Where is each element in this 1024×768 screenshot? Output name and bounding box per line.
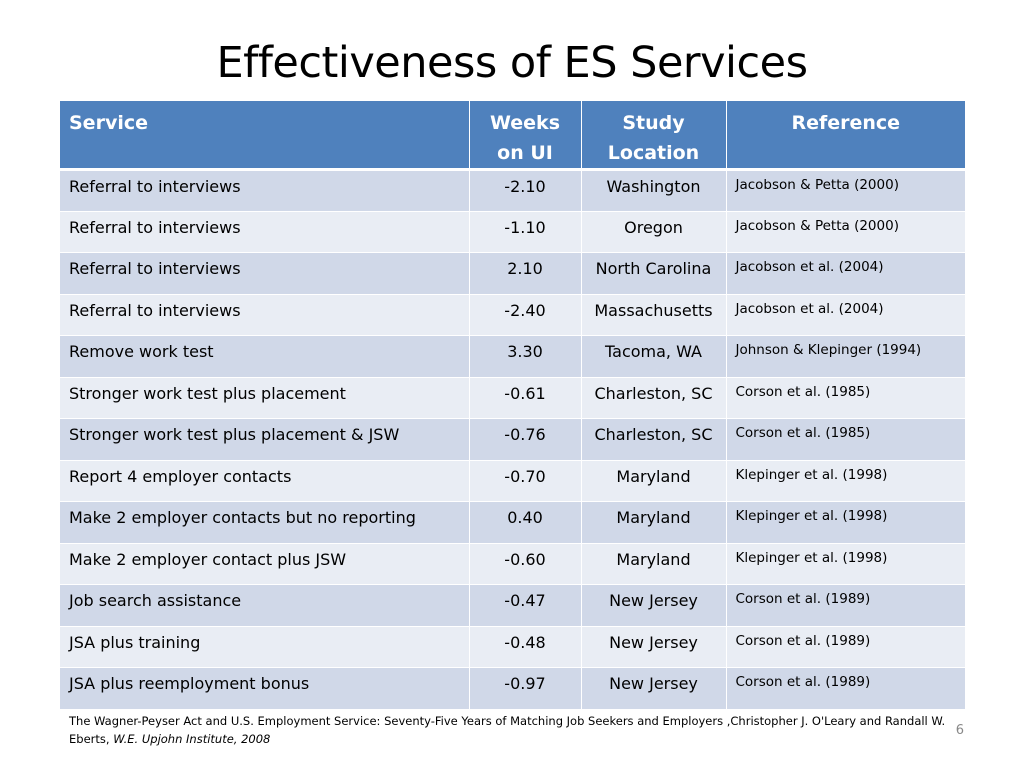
- cell-reference: Corson et al. (1989): [725, 667, 965, 709]
- table-row: Stronger work test plus placement -0.61 Ch…: [60, 376, 965, 419]
- cell-weeks-on-ui: -0.48: [468, 625, 581, 668]
- page-number: 6: [955, 723, 964, 738]
- cell-study-location: New Jersey: [580, 584, 726, 626]
- cell-reference: Corson et al. (1985): [725, 376, 965, 419]
- cell-weeks-on-ui: -1.10: [468, 210, 581, 253]
- table-row: Referral to interviews 2.10 North Carolina…: [60, 252, 965, 294]
- table-row: Referral to interviews -2.40 Massachusetts…: [60, 293, 965, 336]
- cell-service: Stronger work test plus placement & JSW: [60, 418, 469, 460]
- header-location-line2: Location: [607, 142, 700, 164]
- footnote: The Wagner-Peyser Act and U.S. Employmen…: [69, 712, 969, 748]
- cell-service: Job search assistance: [60, 584, 469, 626]
- cell-service: JSA plus training: [60, 625, 469, 668]
- table-row: JSA plus training -0.48 New Jersey Corson e…: [60, 625, 965, 668]
- cell-reference: Klepinger et al. (1998): [725, 542, 965, 585]
- table-row: Referral to interviews -1.10 Oregon Jacobso…: [60, 210, 965, 253]
- cell-service: Referral to interviews: [60, 169, 469, 211]
- cell-study-location: Tacoma, WA: [580, 335, 726, 377]
- cell-service: Stronger work test plus placement: [60, 376, 469, 419]
- table-row: Referral to interviews -2.10 Washington Jac…: [60, 169, 965, 211]
- cell-study-location: Maryland: [580, 501, 726, 543]
- cell-study-location: Oregon: [580, 210, 726, 253]
- cell-study-location: North Carolina: [580, 252, 726, 294]
- table-row: Job search assistance -0.47 New Jersey Cors…: [60, 584, 965, 626]
- footnote-text: The Wagner-Peyser Act and U.S. Employmen…: [69, 714, 946, 746]
- cell-weeks-on-ui: 0.40: [468, 501, 581, 543]
- cell-reference: Jacobson & Petta (2000): [725, 169, 965, 211]
- cell-service: Make 2 employer contacts but no reportin…: [60, 501, 469, 543]
- header-study-location: Study Location: [580, 101, 726, 171]
- cell-service: JSA plus reemployment bonus: [60, 667, 469, 709]
- table-row: Make 2 employer contact plus JSW -0.60 Mar…: [60, 542, 965, 585]
- cell-service: Remove work test: [60, 335, 469, 377]
- table-header-row: Service Weeks on UI Study Location Refer…: [60, 101, 965, 171]
- header-reference: Reference: [725, 101, 965, 171]
- cell-weeks-on-ui: -0.60: [468, 542, 581, 585]
- cell-reference: Corson et al. (1989): [725, 584, 965, 626]
- cell-weeks-on-ui: 2.10: [468, 252, 581, 294]
- cell-reference: Klepinger et al. (1998): [725, 459, 965, 502]
- cell-weeks-on-ui: -0.61: [468, 376, 581, 419]
- table-row: Stronger work test plus placement & JSW -…: [60, 418, 965, 460]
- header-weeks-line1: Weeks: [490, 112, 560, 134]
- cell-study-location: New Jersey: [580, 667, 726, 709]
- cell-weeks-on-ui: -0.97: [468, 667, 581, 709]
- cell-reference: Johnson & Klepinger (1994): [725, 335, 965, 377]
- cell-weeks-on-ui: 3.30: [468, 335, 581, 377]
- cell-reference: Jacobson et al. (2004): [725, 293, 965, 336]
- cell-study-location: Charleston, SC: [580, 376, 726, 419]
- services-table: Service Weeks on UI Study Location Refer…: [60, 101, 965, 709]
- cell-study-location: Charleston, SC: [580, 418, 726, 460]
- cell-study-location: New Jersey: [580, 625, 726, 668]
- cell-weeks-on-ui: -2.10: [468, 169, 581, 211]
- cell-reference: Corson et al. (1989): [725, 625, 965, 668]
- footnote-source: W.E. Upjohn Institute, 2008: [113, 732, 271, 746]
- table-row: Remove work test 3.30 Tacoma, WA Johnson & …: [60, 335, 965, 377]
- slide-title: Effectiveness of ES Services: [216, 38, 808, 88]
- cell-weeks-on-ui: -2.40: [468, 293, 581, 336]
- header-weeks-line2: on UI: [497, 142, 553, 164]
- table-row: Report 4 employer contacts -0.70 Maryland K…: [60, 459, 965, 502]
- cell-reference: Jacobson et al. (2004): [725, 252, 965, 294]
- cell-service: Referral to interviews: [60, 252, 469, 294]
- cell-reference: Jacobson & Petta (2000): [725, 210, 965, 253]
- cell-reference: Klepinger et al. (1998): [725, 501, 965, 543]
- cell-weeks-on-ui: -0.70: [468, 459, 581, 502]
- cell-study-location: Maryland: [580, 542, 726, 585]
- cell-weeks-on-ui: -0.47: [468, 584, 581, 626]
- cell-service: Report 4 employer contacts: [60, 459, 469, 502]
- cell-study-location: Maryland: [580, 459, 726, 502]
- header-weeks-on-ui: Weeks on UI: [468, 101, 581, 171]
- table-row: Make 2 employer contacts but no reportin…: [60, 501, 965, 543]
- cell-study-location: Washington: [580, 169, 726, 211]
- header-location-line1: Study: [622, 112, 685, 134]
- cell-service: Make 2 employer contact plus JSW: [60, 542, 469, 585]
- table-row: JSA plus reemployment bonus -0.97 New Jers…: [60, 667, 965, 709]
- cell-service: Referral to interviews: [60, 210, 469, 253]
- cell-service: Referral to interviews: [60, 293, 469, 336]
- cell-weeks-on-ui: -0.76: [468, 418, 581, 460]
- header-service: Service: [60, 101, 469, 171]
- cell-reference: Corson et al. (1985): [725, 418, 965, 460]
- cell-study-location: Massachusetts: [580, 293, 726, 336]
